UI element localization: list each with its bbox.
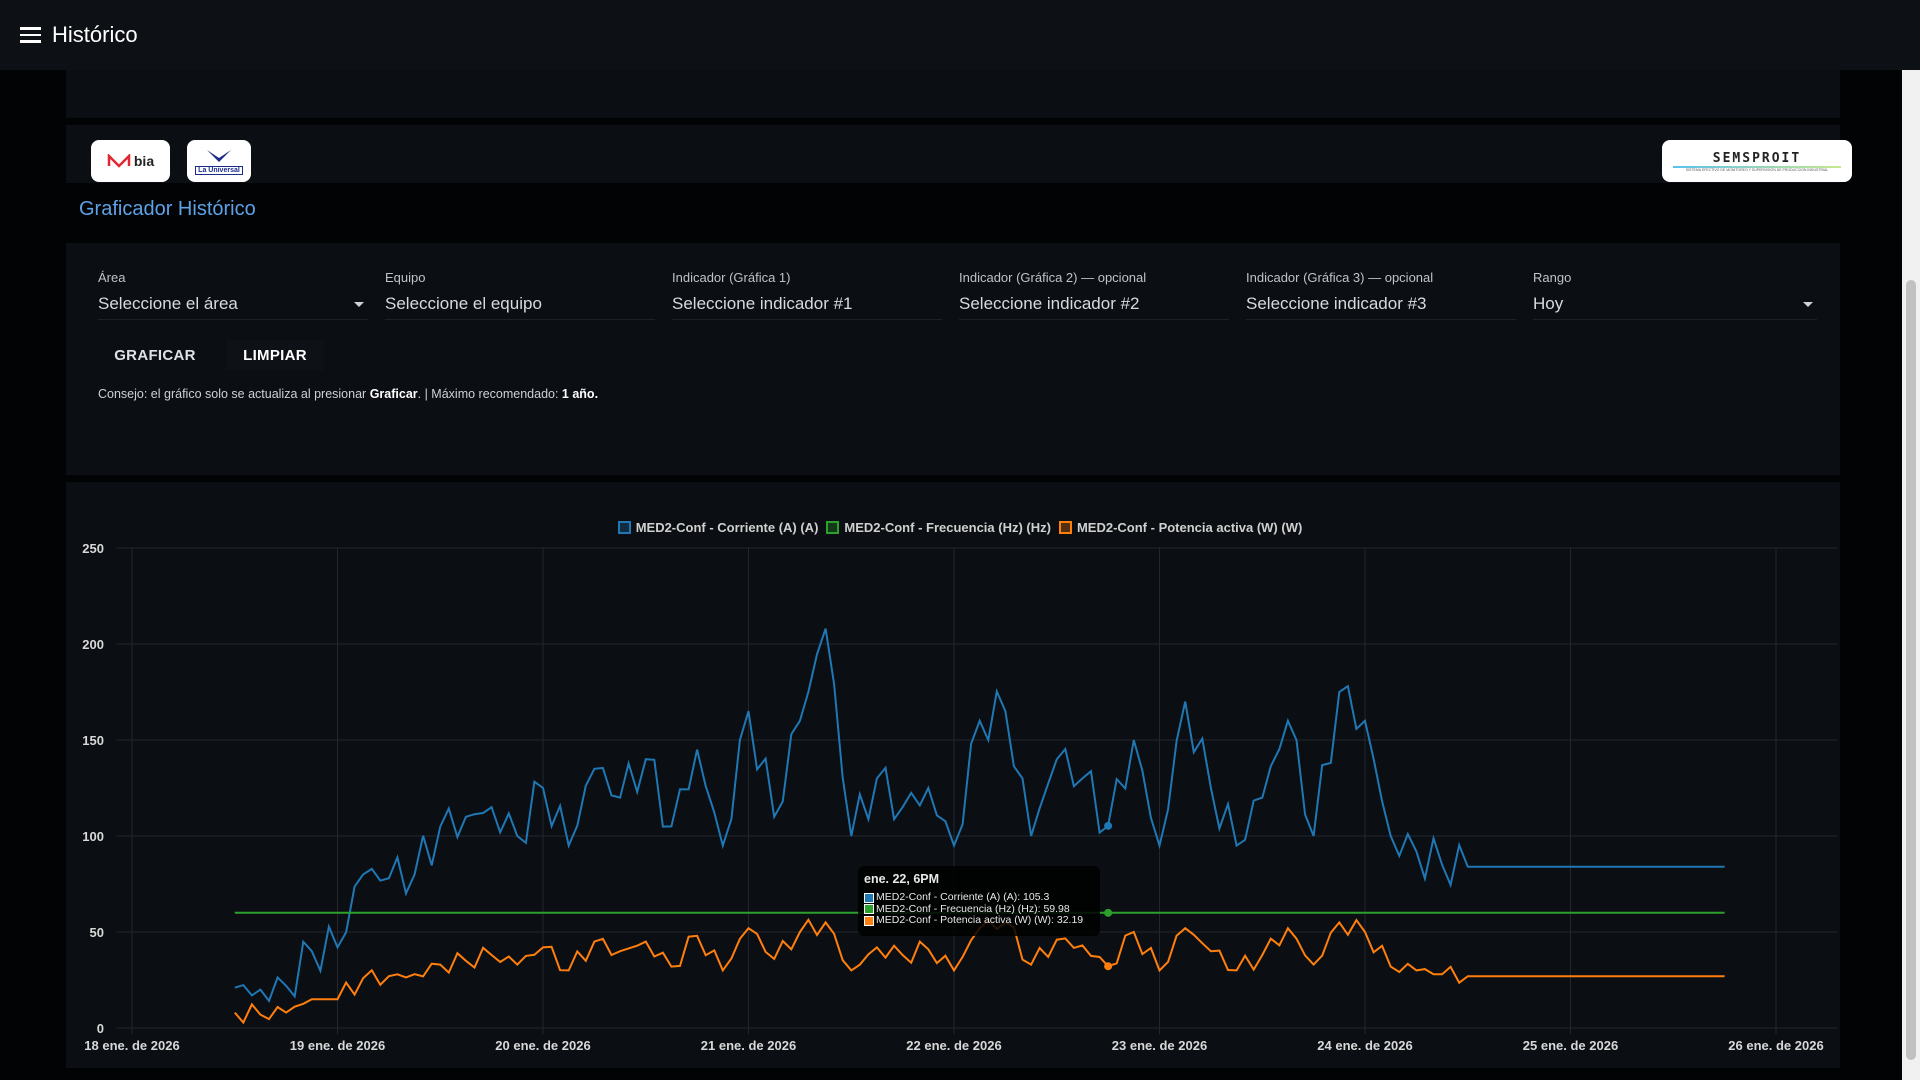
bia-logo: bia bbox=[91, 140, 170, 182]
eagle-icon bbox=[207, 149, 231, 162]
filter-field[interactable]: Indicador (Gráfica 2) — opcional Seleccio… bbox=[959, 270, 1229, 320]
filter-field[interactable]: Indicador (Gráfica 1) Seleccione indicado… bbox=[672, 270, 942, 320]
filter-value: Hoy bbox=[1533, 294, 1564, 313]
filter-select[interactable]: Seleccione indicador #1 bbox=[672, 294, 942, 320]
hover-point bbox=[1104, 908, 1113, 917]
page-scrollbar[interactable] bbox=[1902, 70, 1920, 1080]
x-tick-label: 21 ene. de 2026 bbox=[701, 1038, 796, 1053]
filter-value: Seleccione el equipo bbox=[385, 294, 542, 313]
hover-point bbox=[1104, 821, 1113, 830]
legend-label: MED2-Conf - Potencia activa (W) (W) bbox=[1076, 520, 1303, 535]
tooltip-text: MED2-Conf - Potencia activa (W) (W): 32.… bbox=[876, 914, 1084, 926]
semsproit-subtitle: SISTEMA EFECTIVO DE MONITOREO Y SUPERVIS… bbox=[1685, 167, 1829, 172]
filter-select[interactable]: Seleccione indicador #3 bbox=[1246, 294, 1516, 320]
tooltip-swatch bbox=[864, 892, 874, 903]
chart-tooltip: ene. 22, 6PM MED2-Conf - Corriente (A) (… bbox=[858, 866, 1100, 936]
app-title: Histórico bbox=[52, 22, 138, 47]
filter-label: Área bbox=[98, 270, 126, 285]
x-tick-label: 24 ene. de 2026 bbox=[1317, 1038, 1412, 1053]
y-tick-label: 100 bbox=[82, 829, 104, 844]
tooltip-row: MED2-Conf - Corriente (A) (A): 105.3 bbox=[864, 891, 1094, 904]
bia-mark-icon bbox=[107, 154, 131, 168]
legend-item-potencia[interactable]: MED2-Conf - Potencia activa (W) (W) bbox=[1058, 520, 1303, 535]
filter-select[interactable]: Seleccione el área bbox=[98, 294, 368, 320]
x-tick-label: 22 ene. de 2026 bbox=[906, 1038, 1001, 1053]
tip-bold: 1 año. bbox=[561, 387, 599, 401]
filter-select[interactable]: Seleccione el equipo bbox=[385, 294, 655, 320]
scrollbar-thumb[interactable] bbox=[1906, 280, 1916, 1060]
graficar-button[interactable]: GRAFICAR bbox=[114, 346, 196, 364]
filter-select[interactable]: Seleccione indicador #2 bbox=[959, 294, 1229, 320]
tooltip-swatch bbox=[864, 904, 874, 915]
tip-part: . | Máximo recomendado: bbox=[417, 387, 562, 401]
series-line-2 bbox=[234, 917, 1725, 1025]
filter-label: Indicador (Gráfica 2) — opcional bbox=[959, 270, 1147, 285]
filter-field[interactable]: Indicador (Gráfica 3) — opcional Seleccio… bbox=[1246, 270, 1516, 320]
top-card bbox=[66, 70, 1840, 118]
legend-item-corriente[interactable]: MED2-Conf - Corriente (A) (A) bbox=[617, 520, 819, 535]
tooltip-swatch bbox=[864, 915, 874, 926]
legend-item-frecuencia[interactable]: MED2-Conf - Frecuencia (Hz) (Hz) bbox=[826, 520, 1051, 535]
x-tick-label: 23 ene. de 2026 bbox=[1112, 1038, 1207, 1053]
y-tick-label: 200 bbox=[82, 637, 104, 652]
hover-point bbox=[1104, 962, 1113, 971]
filter-field[interactable]: Área Seleccione el área bbox=[98, 270, 368, 320]
tooltip-text: MED2-Conf - Frecuencia (Hz) (Hz): 59.98 bbox=[876, 902, 1070, 915]
filter-label: Indicador (Gráfica 3) — opcional bbox=[1246, 270, 1434, 285]
plot-area bbox=[116, 548, 1837, 1028]
filter-field[interactable]: Equipo Seleccione el equipo bbox=[385, 270, 655, 320]
legend-label: MED2-Conf - Frecuencia (Hz) (Hz) bbox=[844, 520, 1051, 535]
filter-value: Seleccione indicador #2 bbox=[959, 294, 1140, 313]
universal-logo-text: La Universal bbox=[195, 165, 243, 175]
filters-card bbox=[66, 243, 1840, 475]
bia-logo-text: bia bbox=[133, 153, 155, 169]
x-tick-label: 26 ene. de 2026 bbox=[1728, 1038, 1823, 1053]
tip-bold: Graficar bbox=[369, 387, 418, 401]
filter-value: Seleccione indicador #1 bbox=[672, 294, 853, 313]
tip-text: Consejo: el gráfico solo se actualiza al… bbox=[98, 387, 598, 401]
logos-bar bbox=[66, 125, 1840, 183]
semsproit-text: SEMSPROIT bbox=[1712, 150, 1802, 166]
hamburger-icon[interactable] bbox=[20, 27, 41, 43]
chart-legend: MED2-Conf - Corriente (A) (A) MED2-Conf … bbox=[0, 520, 1920, 535]
filter-label: Rango bbox=[1533, 270, 1572, 285]
semsproit-logo: SEMSPROIT SISTEMA EFECTIVO DE MONITOREO … bbox=[1662, 140, 1852, 182]
filter-label: Equipo bbox=[385, 270, 426, 285]
filter-value: Seleccione indicador #3 bbox=[1246, 294, 1427, 313]
x-tick-label: 20 ene. de 2026 bbox=[495, 1038, 590, 1053]
legend-swatch bbox=[1058, 521, 1072, 534]
x-tick-label: 19 ene. de 2026 bbox=[290, 1038, 385, 1053]
chevron-down-icon bbox=[354, 302, 364, 307]
y-tick-label: 150 bbox=[82, 733, 104, 748]
filter-select[interactable]: Hoy bbox=[1533, 294, 1817, 320]
x-tick-label: 18 ene. de 2026 bbox=[84, 1038, 179, 1053]
y-tick-label: 250 bbox=[82, 541, 104, 556]
limpiar-button[interactable]: LIMPIAR bbox=[226, 340, 324, 370]
y-tick-label: 0 bbox=[97, 1021, 104, 1036]
filter-field[interactable]: Rango Hoy bbox=[1533, 270, 1817, 320]
semsproit-underline bbox=[1673, 165, 1841, 168]
tooltip-row: MED2-Conf - Frecuencia (Hz) (Hz): 59.98 bbox=[864, 902, 1094, 916]
tooltip-text: MED2-Conf - Corriente (A) (A): 105.3 bbox=[876, 891, 1050, 903]
x-tick-label: 25 ene. de 2026 bbox=[1523, 1038, 1618, 1053]
filter-value: Seleccione el área bbox=[98, 294, 238, 313]
series-line-0 bbox=[234, 628, 1725, 1003]
legend-swatch bbox=[826, 521, 840, 534]
tooltip-title: ene. 22, 6PM bbox=[864, 872, 940, 886]
legend-label: MED2-Conf - Corriente (A) (A) bbox=[635, 520, 819, 535]
page-title: Graficador Histórico bbox=[79, 198, 256, 220]
top-app-bar: Histórico bbox=[0, 0, 1920, 70]
legend-swatch bbox=[617, 521, 631, 534]
filter-label: Indicador (Gráfica 1) bbox=[672, 270, 791, 285]
chevron-down-icon bbox=[1803, 302, 1813, 307]
tip-part: Consejo: el gráfico solo se actualiza al… bbox=[98, 387, 370, 401]
y-tick-label: 50 bbox=[90, 925, 104, 940]
universal-logo: La Universal bbox=[187, 140, 251, 182]
tooltip-row: MED2-Conf - Potencia activa (W) (W): 32.… bbox=[864, 914, 1094, 927]
